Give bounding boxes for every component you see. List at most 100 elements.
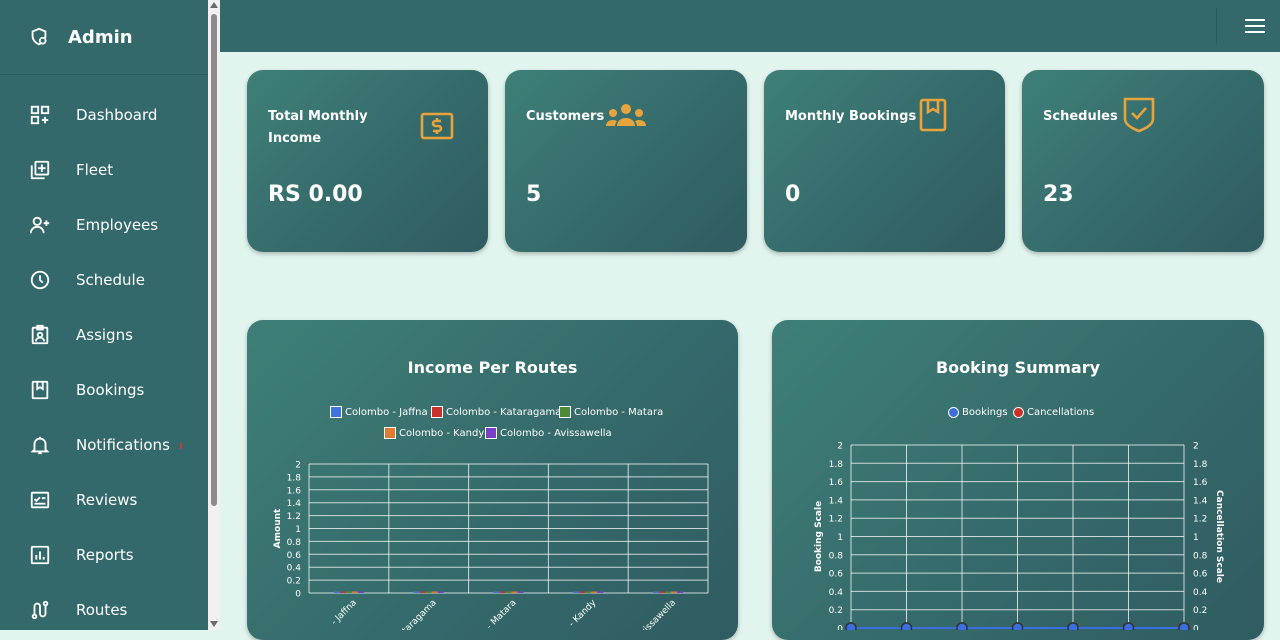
bar [665, 591, 672, 593]
booking-chart: 0 0 0.2 0.2 0.4 0.4 0.6 0.6 0.8 0.8 1 1 1.2 1.2 1.4 1.4… [814, 442, 1224, 631]
dollar-icon [420, 112, 454, 140]
bar [579, 591, 586, 593]
y2-tick-label: 1.4 [1193, 496, 1208, 506]
hamburger-menu-icon[interactable] [1245, 18, 1265, 34]
legend-label: Colombo - Kataragama [446, 406, 562, 418]
bar [437, 591, 444, 593]
y2-tick-label: 0.6 [1193, 570, 1208, 580]
scrollbar-thumb[interactable] [211, 14, 217, 506]
y-tick-label: 0 [837, 625, 843, 631]
legend-item[interactable]: Colombo - Avissawella [485, 427, 612, 439]
sidebar-item-label: Dashboard [76, 106, 158, 124]
card-title: Total Monthly Income [268, 109, 368, 146]
bar [659, 591, 666, 593]
legend-item[interactable]: Colombo - Kataragama [431, 406, 561, 418]
y-tick-label: 1.4 [287, 499, 302, 509]
sidebar-scrollbar[interactable] [208, 0, 220, 630]
bar [505, 591, 512, 593]
brand[interactable]: Admin [0, 0, 208, 75]
stat-card-income: Total Monthly Income RS 0.00 [247, 70, 488, 252]
data-point [1178, 622, 1190, 630]
y-axis-title: Amount [273, 508, 283, 548]
card-value: 0 [785, 182, 801, 207]
y-tick-label: 1.4 [829, 496, 844, 506]
legend-swatch [1013, 407, 1024, 418]
x-tick-label: - Matara [485, 598, 519, 630]
bar [357, 591, 364, 593]
sidebar-item-assigns[interactable]: Assigns [0, 315, 208, 355]
bar [419, 591, 426, 593]
card-value: 23 [1043, 182, 1074, 207]
income-chart: 0 0.2 0.4 0.6 0.8 1 1.2 1.4 1.6 1.8 2 Amount - Jaffn… [273, 461, 709, 630]
y2-tick-label: 1.2 [1193, 515, 1207, 525]
legend-item[interactable]: Colombo - Jaffna [330, 406, 428, 418]
sidebar-item-reports[interactable]: Reports [0, 535, 208, 575]
sidebar-item-label: Notifications [76, 436, 170, 454]
sidebar-item-notifications[interactable]: Notifications [0, 425, 208, 465]
clock-icon [30, 270, 50, 290]
y-tick-label: 0.8 [287, 538, 302, 548]
scroll-down-icon[interactable] [210, 621, 218, 627]
y-tick-label: 1 [837, 533, 843, 543]
x-tick-label: - Jaffna [330, 598, 359, 627]
logo-icon [31, 27, 47, 46]
card-title: Schedules [1043, 109, 1118, 124]
bar [413, 591, 420, 593]
legend-swatch [559, 406, 571, 418]
y-tick-label: 1.6 [287, 486, 302, 496]
bar [573, 591, 580, 593]
y-tick-label: 0.8 [829, 551, 844, 561]
sidebar-item-label: Employees [76, 216, 159, 234]
sidebar-item-schedule[interactable]: Schedule [0, 260, 208, 300]
bar [653, 591, 660, 593]
bar [671, 591, 678, 593]
legend-label: Colombo - Avissawella [500, 427, 612, 439]
y2-tick-label: 2 [1193, 442, 1199, 452]
legend-item[interactable]: Colombo - Kandy [384, 427, 484, 439]
bar [517, 591, 524, 593]
sidebar-item-label: Fleet [76, 161, 114, 179]
y2-tick-label: 1.8 [1193, 460, 1208, 470]
y-tick-label: 1 [295, 525, 301, 535]
bar [431, 591, 438, 593]
data-point [1067, 622, 1079, 630]
bar [677, 591, 684, 593]
dashboard-icon [30, 105, 50, 125]
legend-swatch [431, 406, 443, 418]
sidebar-item-dashboard[interactable]: Dashboard [0, 95, 208, 135]
y-tick-label: 0 [295, 590, 301, 600]
stat-card-monthly-bookings: Monthly Bookings 0 [764, 70, 1005, 252]
legend-item[interactable]: Bookings [948, 407, 1008, 418]
fleet-icon [30, 160, 50, 180]
legend-swatch [948, 407, 959, 418]
legend-item[interactable]: Colombo - Matara [559, 406, 663, 418]
scroll-up-icon[interactable] [210, 2, 218, 8]
users-icon [606, 104, 646, 126]
chart-title: Booking Summary [935, 358, 1101, 377]
brand-title: Admin [68, 26, 133, 48]
routes-icon [31, 600, 49, 620]
sidebar-item-bookings[interactable]: Bookings [0, 370, 208, 410]
data-point [900, 622, 913, 630]
sidebar-item-reviews[interactable]: Reviews [0, 480, 208, 520]
legend-label: Colombo - Jaffna [345, 406, 428, 418]
income-chart-card: Income Per Routes Colombo - Jaffna Colom… [247, 320, 738, 640]
sidebar-item-fleet[interactable]: Fleet [0, 150, 208, 190]
data-point [956, 622, 968, 630]
y2-axis-title: Cancellation Scale [1214, 490, 1224, 583]
bar [351, 591, 358, 593]
y-tick-label: 1.8 [287, 473, 302, 483]
legend-item[interactable]: Cancellations [1013, 407, 1094, 418]
legend-swatch [384, 427, 396, 439]
y2-tick-label: 1.6 [1193, 478, 1208, 488]
legend-label: Colombo - Kandy [399, 427, 485, 439]
y-tick-label: 0.4 [829, 588, 844, 598]
employees-icon [29, 216, 50, 234]
data-point [1122, 622, 1135, 630]
sidebar-item-employees[interactable]: Employees [0, 205, 208, 245]
stat-card-customers: Customers 5 [505, 70, 747, 252]
sidebar-item-routes[interactable]: Routes [0, 590, 208, 630]
sidebar-item-label: Reviews [76, 491, 138, 509]
y-tick-label: 2 [295, 461, 301, 471]
sidebar-item-label: Bookings [76, 381, 145, 399]
